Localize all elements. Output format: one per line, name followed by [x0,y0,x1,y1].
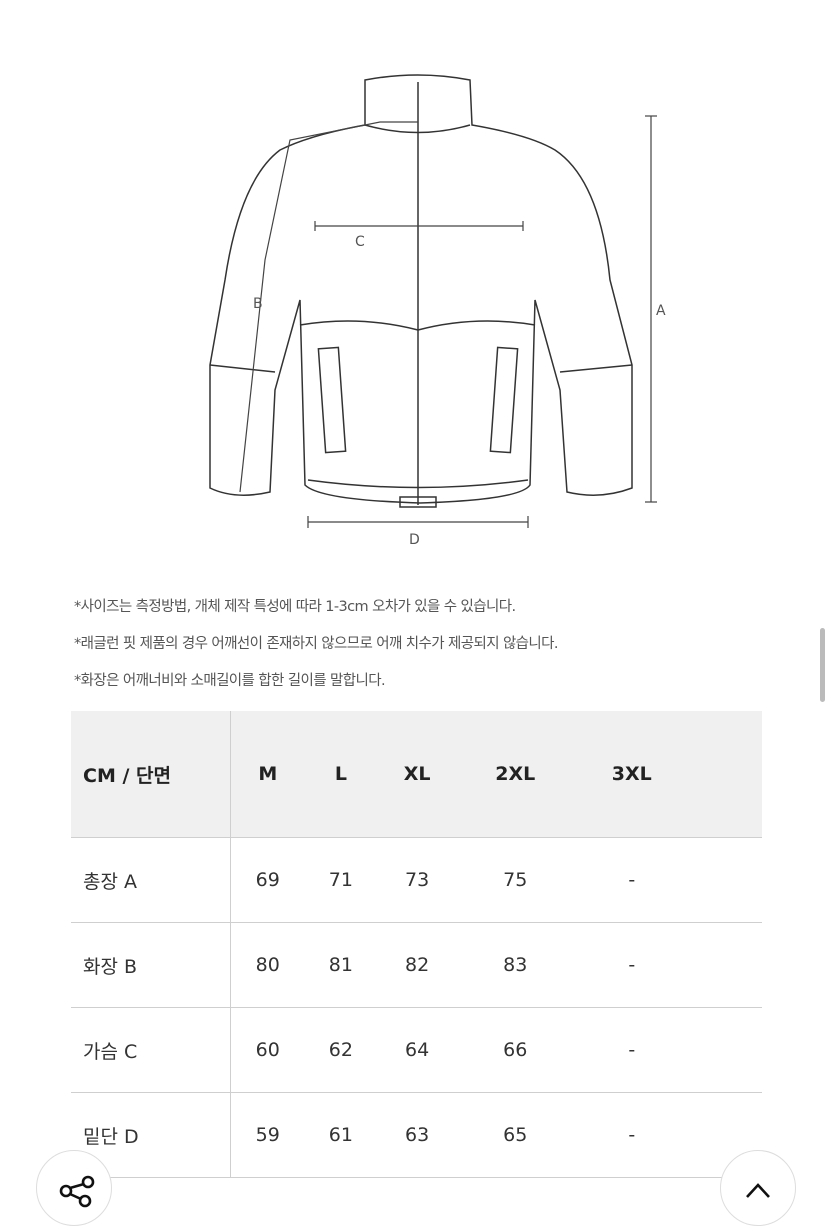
size-value: 62 [304,1007,378,1093]
share-button[interactable] [36,1150,112,1226]
size-value: 59 [230,1092,305,1178]
size-value: 60 [230,1007,305,1093]
header-cell: L [304,711,378,838]
size-value: - [573,837,690,923]
row-label: 화장 B [71,922,231,1008]
table-header-row: CM / 단면 M L XL 2XL 3XL [71,711,762,838]
size-value: 61 [304,1092,378,1178]
label-b: B [253,296,263,312]
header-spacer [690,711,762,838]
size-value: 82 [377,922,458,1008]
row-spacer [690,922,762,1008]
table-row: 밑단 D 59 61 63 65- [71,1092,762,1178]
label-c: C [355,234,365,250]
size-notes: *사이즈는 측정방법, 개체 제작 특성에 따라 1-3cm 오차가 있을 수 … [74,596,559,707]
size-value: 63 [377,1092,458,1178]
row-spacer [690,1007,762,1093]
row-label: 가슴 C [71,1007,231,1093]
row-label: 총장 A [71,837,231,923]
size-value: 66 [457,1007,574,1093]
size-table: CM / 단면 M L XL 2XL 3XL 총장 A 69 71 73 75- 화장 B… [71,711,762,1178]
header-cell: M [230,711,305,838]
header-cell: XL [377,711,458,838]
size-value: - [573,1007,690,1093]
table-row: 총장 A 69 71 73 75- [71,837,762,923]
label-a: A [656,303,666,319]
scrollbar[interactable] [820,628,825,702]
note: *화장은 어깨너비와 소매길이를 합한 길이를 말합니다. [74,673,386,689]
size-value: 81 [304,922,378,1008]
size-value: 71 [304,837,378,923]
label-d: D [409,532,420,548]
size-value: 75 [457,837,574,923]
header-cell: CM / 단면 [71,711,231,838]
note: *래글런 핏 제품의 경우 어깨선이 존재하지 않으므로 어깨 치수가 제공되지… [74,636,559,652]
jacket-size-diagram: C D A B [209,74,666,548]
table-row: 화장 B 80 81 82 83- [71,922,762,1008]
size-value: 69 [230,837,305,923]
size-value: 83 [457,922,574,1008]
scroll-top-button[interactable] [720,1150,796,1226]
chevron-up-icon [746,1183,770,1198]
note: *사이즈는 측정방법, 개체 제작 특성에 따라 1-3cm 오차가 있을 수 … [74,599,516,615]
table-row: 가슴 C 60 62 64 66- [71,1007,762,1093]
size-value: - [573,922,690,1008]
share-icon [59,1175,95,1208]
header-cell: 2XL [457,711,574,838]
size-value: 65 [457,1092,574,1178]
size-value: - [573,1092,690,1178]
size-value: 80 [230,922,305,1008]
size-value: 64 [377,1007,458,1093]
header-cell: 3XL [573,711,690,838]
size-value: 73 [377,837,458,923]
row-spacer [690,837,762,923]
